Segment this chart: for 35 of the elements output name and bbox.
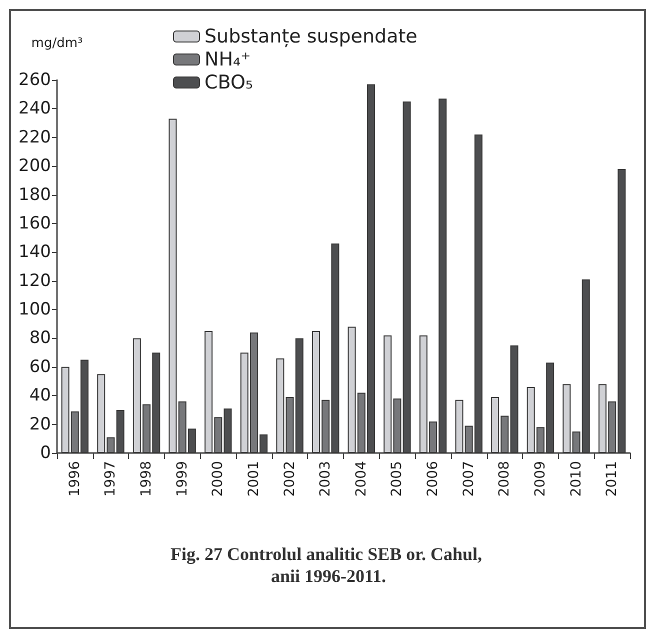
y-tick-label: 240 (18, 98, 51, 119)
x-tick-label: 2001 (246, 461, 262, 497)
y-tick-label: 120 (18, 270, 51, 291)
legend-label: Substanțe suspendate (204, 26, 418, 48)
y-axis-title: mg/dm³ (31, 36, 83, 51)
y-tick-label: 100 (18, 300, 51, 320)
y-tick-label: 180 (18, 184, 51, 205)
y-tick-label: 0 (40, 443, 51, 463)
x-tick-label: 2009 (532, 461, 548, 497)
x-tick-label: 2002 (282, 461, 298, 497)
x-tick-label: 2004 (353, 460, 370, 497)
y-tick-label: 160 (18, 213, 51, 234)
y-tick-label: 40 (29, 386, 51, 406)
x-tick-label: 2000 (210, 461, 226, 497)
x-tick-label: 2007 (460, 461, 477, 497)
x-tick-label: 2003 (318, 461, 334, 497)
y-tick-label: 220 (18, 127, 51, 148)
x-tick-label: 2005 (389, 461, 406, 497)
text: Fig. 27 Controlul analitic SEB or. Cahul, anii 1996-2011. (170, 544, 487, 586)
x-tick-label: 2010 (568, 461, 584, 497)
y-tick-label: 60 (29, 356, 51, 377)
x-tick-label: 2006 (425, 460, 442, 497)
x-tick-label: 2008 (496, 461, 513, 497)
y-tick-label: 200 (18, 156, 51, 176)
x-tick-label: 1998 (138, 461, 155, 497)
x-tick-label: 1999 (174, 461, 190, 497)
y-tick-label: 20 (29, 414, 51, 434)
x-tick-label: 2011 (604, 461, 620, 497)
x-tick-label: 1997 (102, 461, 119, 497)
y-tick-label: 260 (18, 70, 51, 90)
y-tick-label: 80 (29, 328, 51, 348)
x-tick-label: 1996 (66, 460, 83, 497)
legend-label: CBO₅ (204, 72, 254, 94)
legend-label: NH₄⁺ (204, 48, 251, 70)
y-tick-label: 140 (18, 242, 51, 262)
